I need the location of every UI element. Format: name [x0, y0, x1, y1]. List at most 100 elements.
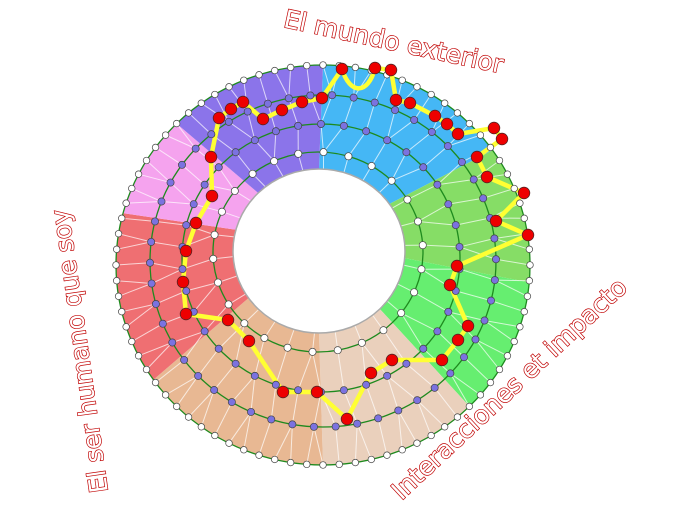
spoke [320, 123, 324, 153]
purple-node [331, 422, 340, 431]
purple-node [288, 420, 297, 429]
purple-node [151, 217, 159, 226]
spoke [386, 375, 399, 411]
spoke [186, 224, 215, 236]
spoke [313, 391, 322, 427]
purple-node [444, 200, 453, 209]
red-node [489, 214, 503, 228]
white-node [122, 323, 130, 331]
white-node [379, 326, 388, 335]
ring-line [212, 151, 424, 353]
spoke [475, 339, 500, 370]
spoke [386, 119, 415, 141]
purple-node [214, 344, 223, 353]
red-node [435, 353, 449, 367]
white-node [319, 461, 327, 469]
purple-node [455, 242, 464, 251]
red-node [315, 91, 329, 105]
spoke [322, 64, 333, 96]
white-node [383, 451, 391, 459]
white-node [476, 131, 485, 139]
purple-node [419, 344, 428, 353]
red-node [310, 385, 324, 399]
purple-node [231, 359, 240, 368]
spoke [218, 322, 245, 350]
spoke [273, 131, 277, 162]
white-node [413, 439, 421, 447]
spoke [448, 197, 484, 205]
purple-node [309, 422, 318, 431]
red-node [451, 127, 465, 141]
spoke [121, 217, 156, 222]
spoke [386, 375, 418, 401]
spoke [463, 356, 491, 383]
spoke [422, 145, 449, 168]
spoke [416, 399, 446, 428]
purple-node [413, 396, 422, 405]
purple-node [306, 91, 315, 100]
white-node [271, 455, 279, 464]
red-node [179, 244, 193, 258]
spoke [116, 280, 152, 285]
white-node [151, 143, 160, 152]
red-node [428, 109, 442, 123]
spoke [170, 182, 195, 205]
purple-node [430, 383, 439, 392]
spoke [258, 74, 269, 104]
white-node [142, 365, 151, 374]
purple-node [446, 369, 455, 378]
white-node [503, 170, 512, 178]
purple-node [224, 117, 233, 126]
spoke [323, 125, 345, 153]
spoke [270, 384, 277, 420]
spoke [386, 109, 396, 141]
red-node [224, 102, 238, 116]
spoke [193, 203, 223, 213]
white-node [503, 352, 512, 360]
purple-node [147, 237, 156, 246]
white-node [255, 451, 263, 459]
red-node [384, 63, 398, 77]
spoke [391, 152, 407, 181]
spoke [288, 67, 292, 99]
white-node [225, 439, 233, 447]
purple-node [194, 371, 203, 380]
white-node [161, 131, 170, 139]
white-node [486, 143, 495, 152]
spoke [228, 411, 252, 444]
spoke [254, 139, 275, 162]
spoke [176, 123, 197, 149]
purple-node [339, 386, 348, 395]
spoke [377, 418, 388, 456]
spoke [297, 351, 313, 391]
purple-node [328, 91, 337, 100]
purple-node [419, 163, 428, 172]
white-node [134, 170, 143, 178]
spoke [186, 282, 219, 292]
purple-node [460, 353, 468, 362]
spoke [455, 217, 491, 226]
spoke [118, 283, 152, 297]
white-node [283, 343, 292, 352]
spoke [182, 258, 214, 270]
white-node [523, 292, 532, 300]
white-node [520, 214, 528, 222]
spoke [459, 268, 496, 281]
white-node [319, 148, 328, 157]
purple-node [182, 221, 191, 230]
spoke [397, 410, 403, 450]
red-node [440, 117, 454, 131]
spoke [213, 363, 237, 391]
spoke [448, 311, 485, 321]
red-node [495, 132, 509, 146]
spoke [371, 139, 388, 167]
spoke [306, 65, 311, 96]
purple-node [200, 180, 209, 189]
purple-node [263, 99, 272, 108]
spoke [165, 375, 199, 396]
purple-node [231, 148, 240, 157]
red-node [517, 186, 531, 200]
white-node [441, 423, 449, 431]
spoke [406, 363, 435, 389]
white-node [128, 184, 136, 193]
